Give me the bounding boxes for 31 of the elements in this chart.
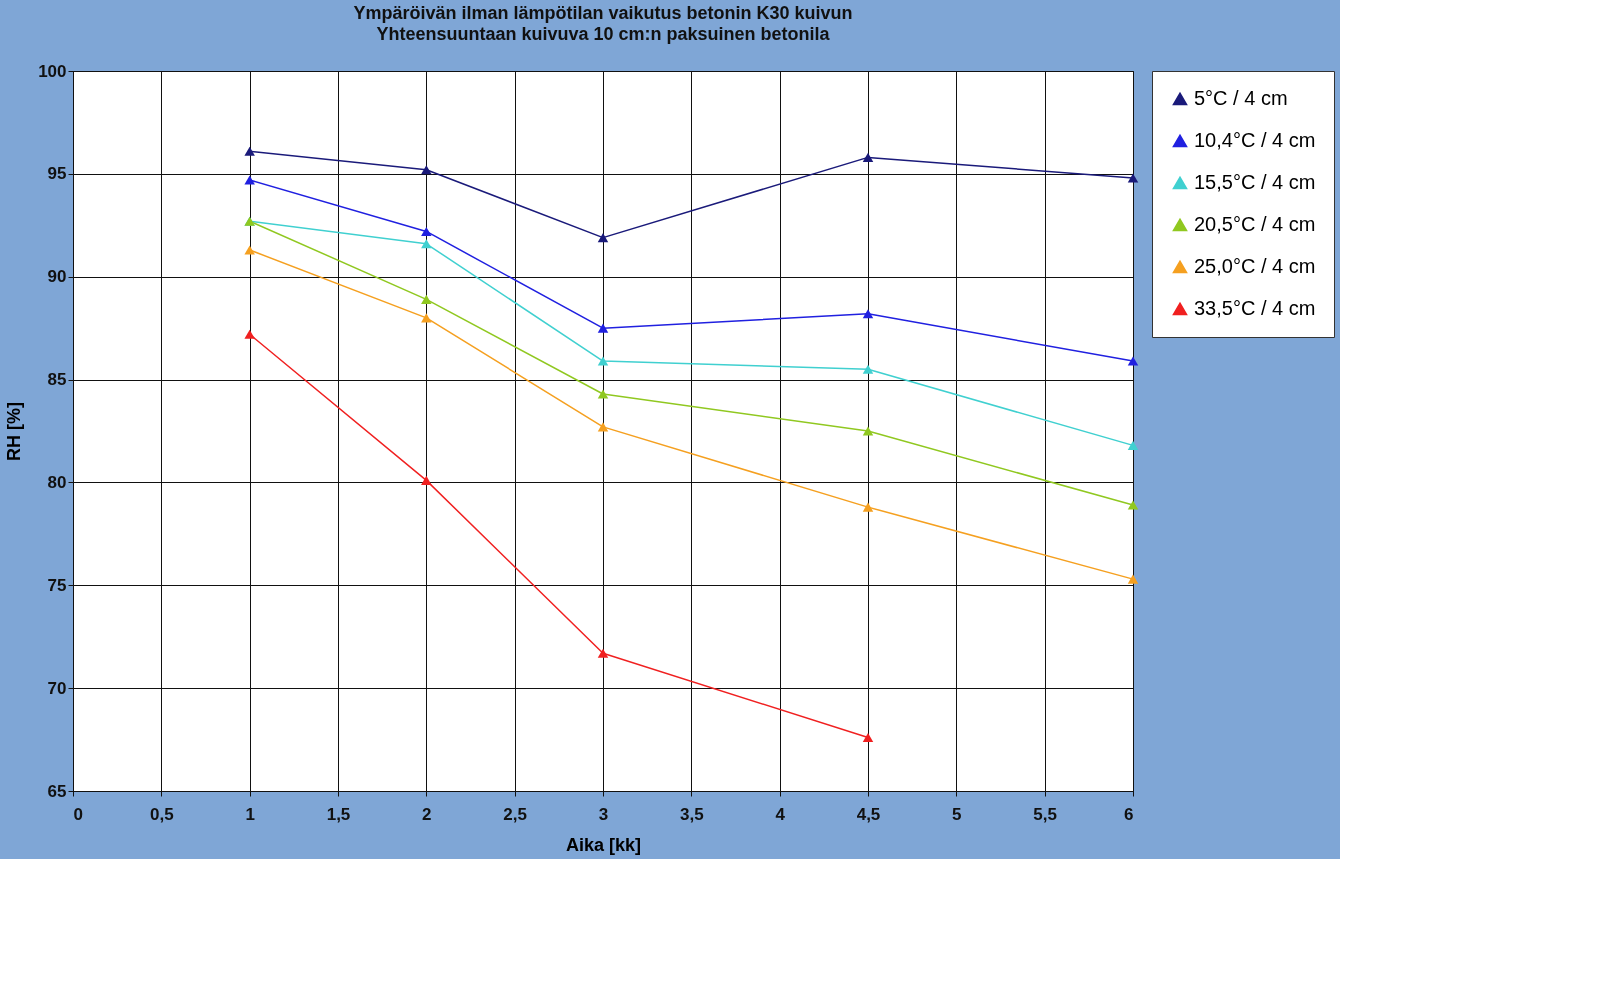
chart-title: Ympäröivän ilman lämpötilan vaikutus betonin K30 kuivun: [353, 3, 853, 23]
y-tick-label: 90: [47, 267, 67, 287]
x-tick-label: 6: [1124, 804, 1134, 824]
x-tick-label: 0,5: [150, 804, 174, 824]
legend-label: 25,0°C / 4 cm: [1194, 255, 1316, 277]
legend-label: 20,5°C / 4 cm: [1194, 213, 1316, 235]
x-tick-label: 5,5: [1033, 804, 1057, 824]
x-tick-label: 5: [952, 804, 962, 824]
legend-label: 33,5°C / 4 cm: [1194, 297, 1316, 319]
x-tick-label: 0: [73, 804, 83, 824]
x-tick-label: 2,5: [503, 804, 527, 824]
x-tick-label: 4,5: [856, 804, 881, 824]
x-tick-label: 3: [598, 804, 609, 824]
y-tick-label: 80: [47, 472, 67, 492]
x-tick-label: 1: [245, 804, 255, 824]
legend-label: 10,4°C / 4 cm: [1194, 129, 1316, 151]
chart-subtitle: Yhteensuuntaan kuivuva 10 cm:n paksuinen betonila: [376, 24, 831, 44]
y-tick-label: 85: [47, 370, 67, 390]
y-tick-label: 65: [47, 781, 67, 801]
x-tick-label: 1,5: [326, 804, 351, 824]
legend-label: 5°C / 4 cm: [1194, 87, 1288, 109]
y-tick-label: 95: [47, 164, 67, 184]
x-tick-label: 4: [775, 804, 786, 824]
x-axis-title: Aika [kk]: [565, 834, 642, 855]
x-tick-label: 3,5: [680, 804, 704, 824]
y-tick-label: 70: [47, 678, 67, 698]
y-axis-title: RH [%]: [4, 402, 25, 461]
x-tick-label: 2: [422, 804, 432, 824]
y-tick-label: 100: [38, 61, 67, 81]
y-tick-label: 75: [47, 575, 67, 595]
legend-label: 15,5°C / 4 cm: [1194, 171, 1316, 193]
